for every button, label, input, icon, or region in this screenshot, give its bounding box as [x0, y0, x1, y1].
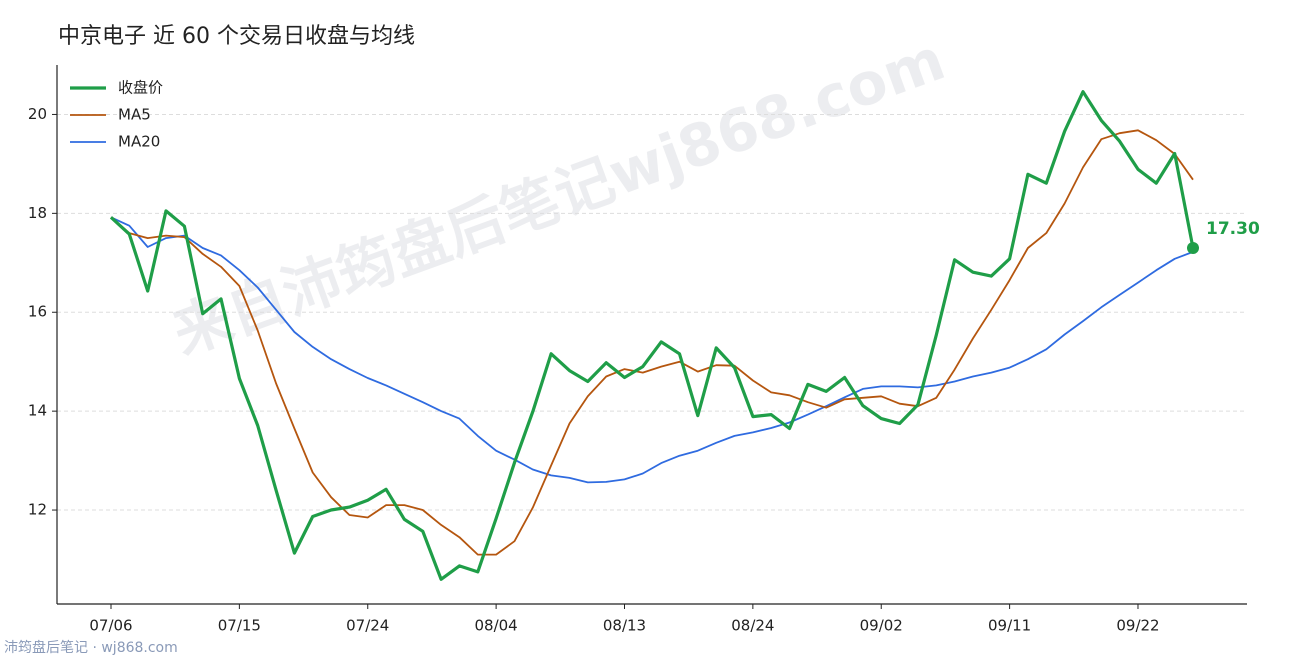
line-series: [110, 216, 1194, 484]
x-tick-label: 08/13: [603, 617, 646, 635]
legend-label: MA5: [118, 106, 151, 124]
x-tick-label: 09/02: [860, 617, 903, 635]
x-tick-label: 09/11: [988, 617, 1031, 635]
y-tick-label: 12: [28, 501, 47, 519]
line-series: [109, 90, 1195, 581]
x-tick-label: 07/06: [89, 617, 132, 635]
chart-title: 中京电子 近 60 个交易日收盘与均线: [58, 24, 415, 49]
legend-label: 收盘价: [118, 79, 163, 97]
value-label: 17.30: [1206, 219, 1260, 239]
line-series: [110, 129, 1194, 556]
footer: 沛筠盘后笔记 · wj868.com: [4, 639, 178, 656]
x-tick-label: 08/24: [731, 617, 774, 635]
legend-label: MA20: [118, 133, 160, 151]
y-tick-label: 14: [28, 402, 47, 420]
y-tick-label: 16: [28, 303, 47, 321]
x-tick-label: 07/15: [218, 617, 261, 635]
x-tick-label: 08/04: [475, 617, 518, 635]
x-tick-label: 07/24: [346, 617, 389, 635]
y-tick-label: 18: [28, 204, 47, 222]
x-tick-label: 09/22: [1116, 617, 1159, 635]
last-point: [1187, 241, 1199, 254]
y-tick-label: 20: [28, 105, 47, 123]
